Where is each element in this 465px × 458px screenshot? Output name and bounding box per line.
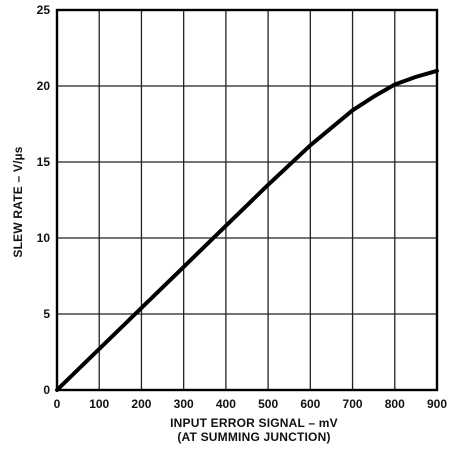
y-tick-label-0: 0: [43, 383, 50, 397]
y-tick-label-15: 15: [37, 155, 51, 169]
x-tick-label-800: 800: [385, 397, 405, 411]
x-axis-subtitle: (AT SUMMING JUNCTION): [177, 430, 330, 444]
x-tick-label-100: 100: [89, 397, 109, 411]
x-tick-label-500: 500: [258, 397, 278, 411]
x-axis-title: INPUT ERROR SIGNAL – mV: [170, 416, 338, 430]
x-tick-label-700: 700: [343, 397, 363, 411]
x-tick-label-900: 900: [427, 397, 447, 411]
y-tick-label-10: 10: [37, 231, 51, 245]
x-tick-label-0: 0: [54, 397, 61, 411]
y-tick-label-5: 5: [43, 307, 50, 321]
y-tick-label-20: 20: [37, 79, 51, 93]
y-tick-label-25: 25: [37, 3, 51, 17]
x-tick-label-200: 200: [131, 397, 151, 411]
x-tick-label-600: 600: [300, 397, 320, 411]
series-line-0: [57, 71, 437, 390]
data-series: [57, 71, 437, 390]
y-axis-title: SLEW RATE – V/µs: [11, 146, 25, 257]
x-tick-label-400: 400: [216, 397, 236, 411]
x-tick-label-300: 300: [174, 397, 194, 411]
